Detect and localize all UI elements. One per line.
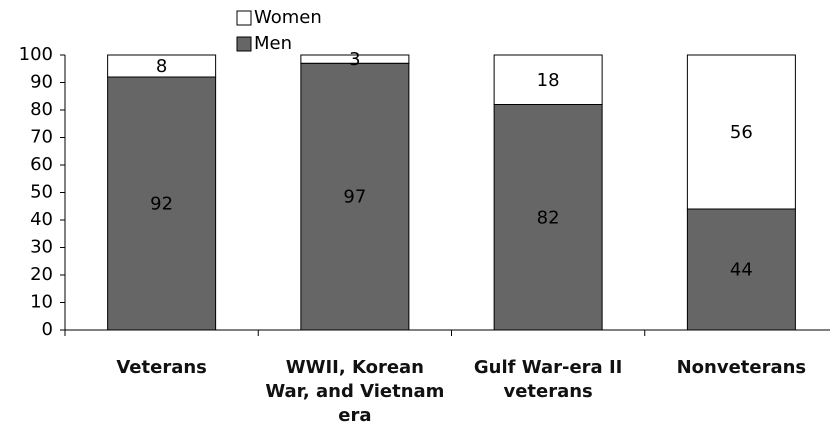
y-tick-label: 90 xyxy=(30,72,53,93)
data-label: 92 xyxy=(150,194,173,215)
y-tick-label: 100 xyxy=(19,44,53,65)
y-tick-label: 30 xyxy=(30,237,53,258)
bar-segment xyxy=(300,54,410,64)
data-label: 8 xyxy=(156,56,167,77)
x-tick-label: WWII, Korean War, and Vietnam era xyxy=(265,357,445,426)
data-label: 18 xyxy=(537,70,560,91)
bar-segment xyxy=(493,104,603,331)
x-tick-label: Gulf War-era II veterans xyxy=(473,357,623,402)
y-tick-label: 50 xyxy=(30,182,53,203)
y-tick-label: 70 xyxy=(30,127,53,148)
data-label: 44 xyxy=(730,260,753,281)
y-tick-label: 0 xyxy=(42,319,53,340)
data-label: 56 xyxy=(730,122,753,143)
legend-label: Men xyxy=(254,33,292,54)
legend-label: Women xyxy=(254,7,322,28)
data-label: 82 xyxy=(537,207,560,228)
bar-segment xyxy=(493,54,603,105)
legend-swatch xyxy=(236,10,252,26)
y-tick-label: 20 xyxy=(30,264,53,285)
bar-segment xyxy=(686,54,796,210)
legend-swatch xyxy=(236,36,252,52)
y-tick-label: 10 xyxy=(30,292,53,313)
bar-segment xyxy=(300,62,410,331)
x-tick-label: Nonveterans xyxy=(676,357,807,378)
x-tick-label: Veterans xyxy=(116,357,207,378)
y-tick-label: 80 xyxy=(30,99,53,120)
data-label: 97 xyxy=(343,187,366,208)
bar-segment xyxy=(107,54,217,78)
data-label: 3 xyxy=(349,49,360,70)
y-tick-label: 60 xyxy=(30,154,53,175)
bar-segment xyxy=(686,208,796,331)
y-tick-label: 40 xyxy=(30,209,53,230)
